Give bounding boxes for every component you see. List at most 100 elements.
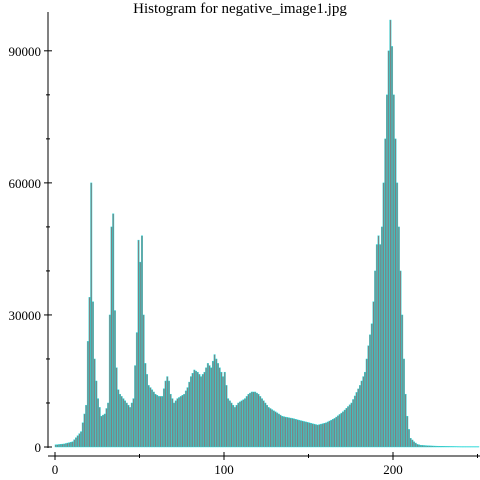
histogram-bar xyxy=(382,182,385,448)
histogram-bar xyxy=(440,446,443,448)
histogram-bar xyxy=(424,445,427,448)
histogram-bar xyxy=(85,404,88,448)
histogram-bar xyxy=(76,435,79,448)
histogram-bar xyxy=(298,419,301,448)
histogram-bar xyxy=(291,418,294,448)
histogram-bar xyxy=(309,423,312,448)
histogram-bar xyxy=(120,396,123,448)
histogram-bar xyxy=(446,446,449,448)
histogram-bar xyxy=(161,396,164,448)
histogram-bar xyxy=(308,422,311,448)
histogram-bar xyxy=(127,404,130,448)
histogram-bar xyxy=(397,226,400,448)
histogram-bar xyxy=(54,444,57,448)
histogram-bar xyxy=(457,446,459,448)
histogram-bar xyxy=(107,402,110,448)
histogram-bar xyxy=(254,391,257,448)
histogram-bar xyxy=(68,442,71,448)
histogram-bar xyxy=(458,446,461,448)
histogram-bar xyxy=(112,213,115,448)
y-tick-label: 90000 xyxy=(9,44,42,59)
histogram-bar xyxy=(237,402,240,448)
histogram-bar xyxy=(318,424,321,448)
histogram-bar xyxy=(269,408,272,448)
histogram-bar xyxy=(227,398,230,448)
x-axis-ticks: 0 100 200 xyxy=(52,452,478,477)
histogram-bar xyxy=(387,50,390,448)
histogram-bar xyxy=(391,46,394,448)
histogram-bar xyxy=(267,407,270,448)
histogram-bar xyxy=(189,376,192,448)
histogram-bar xyxy=(200,376,203,448)
histogram-bar xyxy=(402,358,405,448)
histogram-bar xyxy=(144,363,147,448)
histogram-bar xyxy=(206,363,209,448)
histogram-bar xyxy=(119,393,121,448)
histogram-bar xyxy=(266,404,268,448)
histogram-bar xyxy=(78,433,81,448)
histogram-bar xyxy=(142,314,145,448)
histogram-bar xyxy=(355,392,358,448)
histogram-bar xyxy=(159,396,162,448)
histogram-bar xyxy=(81,422,84,448)
histogram-bar xyxy=(88,297,91,448)
histogram-bar xyxy=(379,244,382,448)
histogram-bar xyxy=(477,446,480,448)
histogram-bar xyxy=(213,354,216,448)
histogram-bar xyxy=(115,367,118,448)
histogram-bar xyxy=(326,421,329,448)
histogram-bar xyxy=(242,399,245,448)
histogram-bar xyxy=(299,420,302,448)
histogram-bar xyxy=(450,446,453,448)
histogram-bar xyxy=(286,417,289,448)
histogram-bar xyxy=(362,376,365,448)
histogram-bar xyxy=(426,445,429,448)
histogram-bar xyxy=(365,358,368,448)
histogram-bar xyxy=(465,446,468,448)
histogram-bar xyxy=(320,423,323,448)
histogram-bar xyxy=(260,398,263,448)
histogram-bar xyxy=(337,415,339,448)
histogram-bar xyxy=(353,395,356,448)
histogram-bar xyxy=(392,94,395,448)
histogram-bar xyxy=(186,387,189,448)
histogram-bar xyxy=(250,391,253,448)
histogram-bar xyxy=(90,182,93,448)
histogram-bar xyxy=(179,396,182,448)
histogram-bar xyxy=(244,398,246,448)
histogram-bar xyxy=(375,244,378,448)
histogram-bar xyxy=(438,446,441,448)
histogram-bar xyxy=(321,423,324,448)
histogram-bar xyxy=(360,380,363,448)
histogram-bar xyxy=(211,360,214,448)
histogram-bar xyxy=(149,387,152,448)
bar-series xyxy=(54,19,480,448)
histogram-bar xyxy=(409,438,412,448)
y-axis-ticks: 0 30000 60000 90000 xyxy=(9,44,52,455)
histogram-bar xyxy=(174,400,177,448)
histogram-bar xyxy=(384,138,387,448)
histogram-bar xyxy=(223,371,226,448)
histogram-bar xyxy=(215,358,218,448)
histogram-bar xyxy=(274,411,277,448)
histogram-bar xyxy=(455,446,458,448)
histogram-bar xyxy=(408,429,410,448)
histogram-bar xyxy=(183,393,186,448)
histogram-bar xyxy=(418,444,421,448)
histogram-bar xyxy=(345,408,348,448)
histogram-bar xyxy=(217,363,219,448)
histogram-bar xyxy=(284,416,287,448)
histogram-bar xyxy=(279,414,282,448)
histogram-bar xyxy=(394,138,397,448)
histogram-bar xyxy=(95,380,98,448)
histogram-bar xyxy=(171,398,174,448)
histogram-bar xyxy=(340,412,343,448)
y-tick-label: 30000 xyxy=(9,308,42,323)
histogram-bar xyxy=(132,398,135,448)
histogram-bar xyxy=(247,393,250,448)
histogram-bar xyxy=(441,446,444,448)
histogram-bar xyxy=(108,314,111,448)
histogram-bar xyxy=(188,381,191,448)
histogram-bar xyxy=(181,395,184,448)
histogram-bar xyxy=(97,398,99,448)
